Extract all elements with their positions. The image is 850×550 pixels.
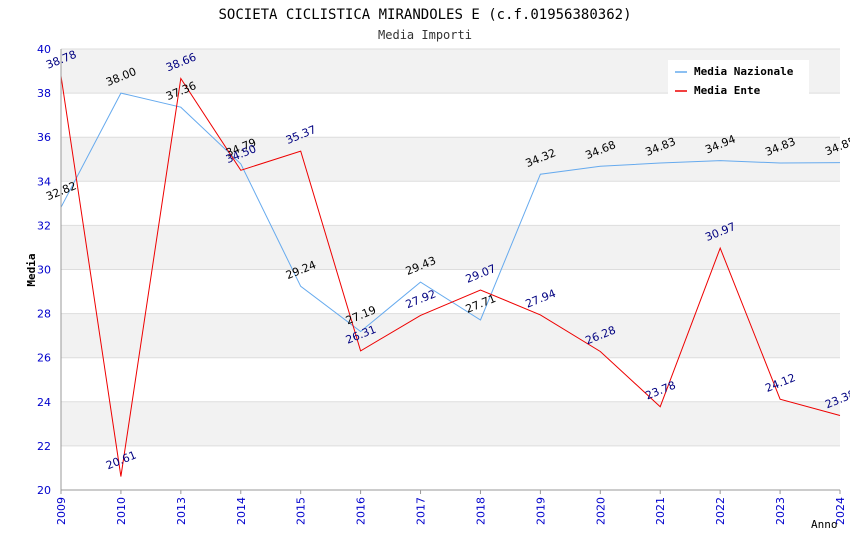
y-tick-label: 22 xyxy=(37,440,51,453)
x-tick-label: 2023 xyxy=(774,497,787,525)
y-tick-label: 30 xyxy=(37,264,51,277)
x-tick-label: 2018 xyxy=(474,497,487,525)
y-tick-label: 32 xyxy=(37,219,51,232)
series-lines xyxy=(60,75,841,477)
axes xyxy=(60,49,841,494)
series-line-media-nazionale xyxy=(60,92,841,333)
band xyxy=(61,401,840,446)
legend: Media Nazionale Media Ente xyxy=(668,60,809,97)
x-tick-label: 2010 xyxy=(115,497,128,525)
x-axis-label: Anno xyxy=(811,518,838,531)
data-label: 23.38 xyxy=(823,387,850,411)
legend-label-media-nazionale: Media Nazionale xyxy=(694,65,794,78)
y-axis-label: Media xyxy=(25,253,38,286)
data-label: 27.92 xyxy=(404,287,438,311)
legend-label-media-ente: Media Ente xyxy=(694,84,761,97)
data-label: 23.78 xyxy=(643,379,677,403)
data-label: 27.94 xyxy=(524,287,558,311)
background-bands xyxy=(61,49,840,446)
data-label: 27.71 xyxy=(464,292,498,316)
band xyxy=(61,313,840,358)
x-tick-label: 2020 xyxy=(594,497,607,525)
y-tick-label: 38 xyxy=(37,87,51,100)
series-line-media-ente xyxy=(60,75,841,477)
x-tick-label: 2016 xyxy=(355,497,368,525)
y-tick-label: 24 xyxy=(37,396,51,409)
x-tick-label: 2021 xyxy=(654,497,667,525)
legend-box xyxy=(668,60,809,96)
x-tick-label: 2017 xyxy=(415,497,428,525)
y-tick-label: 26 xyxy=(37,352,51,365)
x-tick-label: 2009 xyxy=(55,497,68,525)
x-tick-label: 2013 xyxy=(175,497,188,525)
y-tick-label: 40 xyxy=(37,43,51,56)
x-tick-label: 2022 xyxy=(714,497,727,525)
y-tick-label: 20 xyxy=(37,484,51,497)
y-tick-label: 36 xyxy=(37,131,51,144)
chart-title: SOCIETA CICLISTICA MIRANDOLES E (c.f.019… xyxy=(218,7,631,23)
band xyxy=(61,137,840,182)
x-tick-label: 2015 xyxy=(295,497,308,525)
y-tick-label: 34 xyxy=(37,175,51,188)
data-label: 24.12 xyxy=(763,371,797,395)
x-tick-label: 2024 xyxy=(834,497,847,525)
chart-subtitle: Media Importi xyxy=(378,28,472,42)
x-tick-label: 2019 xyxy=(534,497,547,525)
data-label: 20.61 xyxy=(104,448,138,472)
band xyxy=(61,225,840,270)
y-tick-label: 28 xyxy=(37,308,51,321)
x-tick-label: 2014 xyxy=(235,497,248,525)
